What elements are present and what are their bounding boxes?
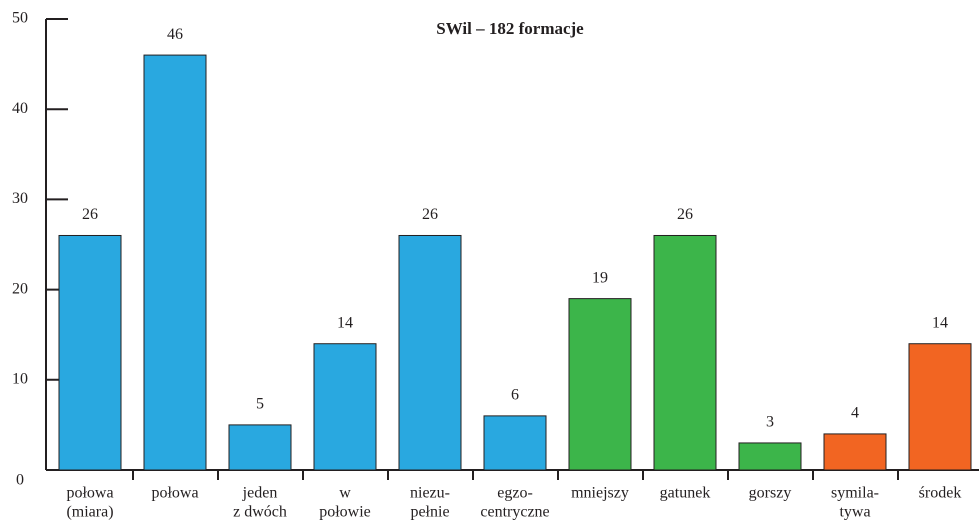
x-tick-label: połowa (151, 485, 198, 502)
value-label: 14 (337, 314, 353, 331)
value-label: 26 (422, 206, 438, 223)
y-tick-label: 10 (12, 370, 28, 387)
y-tick-label: 20 (12, 280, 28, 297)
x-tick-label: połowie (319, 504, 371, 521)
value-label: 3 (766, 414, 774, 431)
x-tick-label: środek (919, 485, 962, 502)
bar (823, 433, 887, 471)
chart-title: SWil – 182 formacje (436, 19, 584, 38)
bar (398, 234, 462, 471)
x-tick-label: pełnie (410, 504, 449, 521)
x-tick-label: niezu- (410, 485, 450, 502)
x-tick-label: gorszy (749, 485, 792, 502)
x-tick-label: centryczne (480, 504, 549, 521)
bar (653, 234, 717, 471)
value-label: 46 (167, 26, 183, 43)
value-label: 4 (851, 405, 859, 422)
x-tick-label: mniejszy (571, 485, 629, 502)
x-tick-label: połowa (66, 485, 113, 502)
bar (568, 298, 632, 471)
bar (58, 234, 122, 471)
value-label: 5 (256, 396, 264, 413)
y-tick-label: 0 (16, 472, 24, 489)
x-tick-label: w (339, 485, 351, 502)
x-tick-label: z dwóch (233, 504, 287, 521)
bar (228, 424, 292, 471)
x-tick-label: egzo- (497, 485, 533, 502)
value-label: 26 (82, 206, 98, 223)
value-label: 19 (592, 269, 608, 286)
bar (738, 442, 802, 471)
bar (143, 54, 207, 471)
bar (313, 343, 377, 471)
bar (483, 415, 547, 471)
value-label: 26 (677, 206, 693, 223)
x-tick-label: jeden (242, 485, 278, 502)
value-label: 14 (932, 314, 948, 331)
value-label: 6 (511, 387, 519, 404)
bar (908, 343, 972, 471)
y-tick-label: 40 (12, 100, 28, 117)
x-tick-label: tywa (839, 504, 870, 521)
x-tick-label: gatunek (660, 485, 711, 502)
y-tick-label: 30 (12, 190, 28, 207)
x-tick-label: (miara) (66, 504, 113, 521)
y-tick-label: 50 (12, 10, 28, 27)
x-tick-label: symila- (831, 485, 879, 502)
